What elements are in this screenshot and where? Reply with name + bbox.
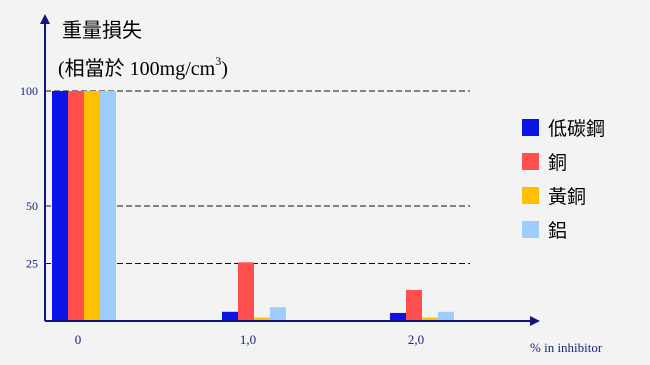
bar <box>390 312 406 321</box>
y-axis-label-line2: (相當於 100mg/cm3) <box>58 52 228 81</box>
legend-swatch <box>522 220 539 238</box>
bar <box>84 91 100 321</box>
legend-label: 銅 <box>548 151 568 174</box>
legend-item: 鋁 <box>522 212 605 246</box>
legend-item: 銅 <box>522 144 605 178</box>
bar <box>406 289 422 321</box>
legend: 低碳鋼 銅 黃銅 鋁 <box>522 110 605 246</box>
bar <box>422 317 438 321</box>
x-axis-arrow <box>530 316 540 326</box>
bar <box>438 311 454 321</box>
bar <box>238 262 254 321</box>
x-tick-label: 2,0 <box>408 332 424 347</box>
bar <box>100 91 116 321</box>
legend-swatch <box>522 118 539 136</box>
y-tick-label: 100 <box>20 84 38 98</box>
bar <box>68 91 84 321</box>
legend-label: 黃銅 <box>548 185 587 208</box>
y-axis-label-prefix: (相當於 100mg/cm <box>58 58 216 80</box>
legend-item: 低碳鋼 <box>522 110 605 144</box>
y-axis-label-suffix: ) <box>221 58 228 80</box>
x-tick-label: 1,0 <box>240 332 256 347</box>
y-axis-label-line1: 重量損失 <box>62 18 142 42</box>
legend-label: 鋁 <box>548 219 568 242</box>
bar <box>52 91 68 321</box>
y-axis-label-superscript: 3 <box>215 54 222 69</box>
bar <box>254 317 270 321</box>
legend-swatch <box>522 152 539 170</box>
x-axis-label: % in inhibitor <box>530 340 603 355</box>
bar <box>222 311 238 321</box>
x-tick-label: 0 <box>75 332 82 347</box>
y-tick-label: 25 <box>26 257 38 271</box>
legend-item: 黃銅 <box>522 178 605 212</box>
legend-label: 低碳鋼 <box>548 117 606 140</box>
legend-swatch <box>522 186 539 204</box>
y-axis-arrow <box>40 14 50 24</box>
bar <box>270 307 286 321</box>
y-tick-label: 50 <box>26 199 38 213</box>
